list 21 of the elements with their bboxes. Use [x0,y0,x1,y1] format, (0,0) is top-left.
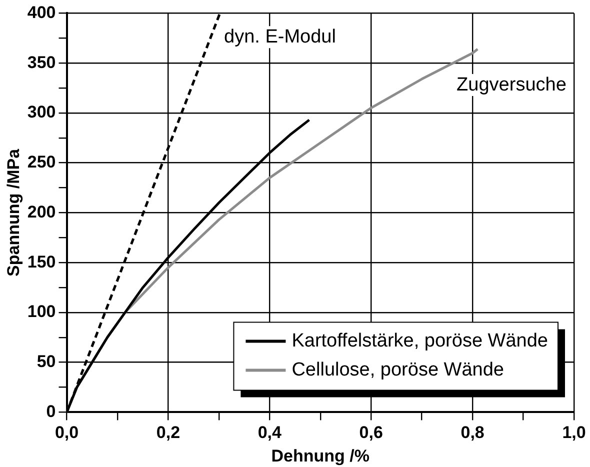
y-tick-label: 250 [27,152,56,172]
y-tick-label: 350 [27,52,56,72]
y-tick-label: 150 [27,252,56,272]
y-tick-label: 200 [27,202,56,222]
legend-label: Cellulose, poröse Wände [292,359,504,380]
x-tick-label: 0,0 [54,423,79,442]
annotation: Zugversuche [456,74,566,96]
y-tick-label: 400 [27,2,56,22]
legend-label: Kartoffelstärke, poröse Wände [292,330,548,352]
y-tick-label: 0 [46,402,56,421]
y-axis-title: Spannung /MPa [4,148,23,276]
x-tick-label: 0,4 [258,423,282,442]
y-tick-label: 50 [36,352,56,372]
x-tick-label: 0,6 [359,423,383,442]
x-tick-label: 1,0 [562,423,586,442]
x-tick-label: 0,8 [460,423,484,442]
x-axis-title: Dehnung /% [271,446,370,466]
y-tick-label: 300 [27,102,56,122]
annotation: dyn. E-Modul [224,26,336,48]
y-tick-label: 100 [27,302,56,322]
x-tick-label: 0,2 [156,423,180,442]
